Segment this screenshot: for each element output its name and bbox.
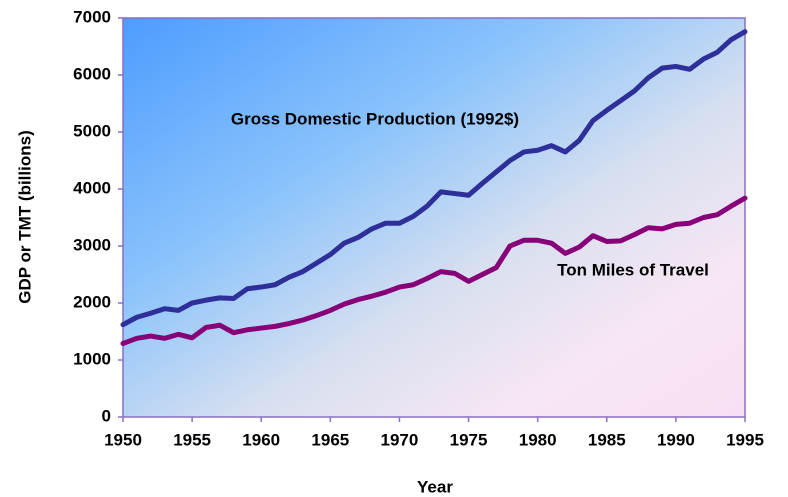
x-tick-label: 1980 (519, 430, 557, 449)
y-tick-label: 2000 (73, 292, 111, 311)
x-axis-title: Year (417, 477, 453, 496)
y-tick-label: 3000 (73, 235, 111, 254)
x-tick-label: 1965 (311, 430, 349, 449)
series-label: Ton Miles of Travel (557, 260, 709, 279)
series-line (120, 29, 748, 328)
x-tick-label: 1970 (381, 430, 419, 449)
y-tick-label: 1000 (73, 349, 111, 368)
series-line (120, 195, 748, 346)
y-tick-label: 6000 (73, 64, 111, 83)
x-tick-label: 1950 (104, 430, 142, 449)
y-tick-label: 5000 (73, 121, 111, 140)
series-label: Gross Domestic Production (1992$) (231, 109, 519, 128)
x-tick-label: 1985 (588, 430, 626, 449)
y-tick-label: 7000 (73, 7, 111, 26)
x-tick-label: 1995 (726, 430, 764, 449)
x-tick-label: 1955 (173, 430, 211, 449)
x-tick-label: 1975 (450, 430, 488, 449)
x-tick-label: 1990 (657, 430, 695, 449)
y-axis-title: GDP or TMT (billions) (15, 130, 34, 303)
y-tick-label: 0 (102, 406, 111, 425)
y-tick-label: 4000 (73, 178, 111, 197)
x-tick-label: 1960 (242, 430, 280, 449)
